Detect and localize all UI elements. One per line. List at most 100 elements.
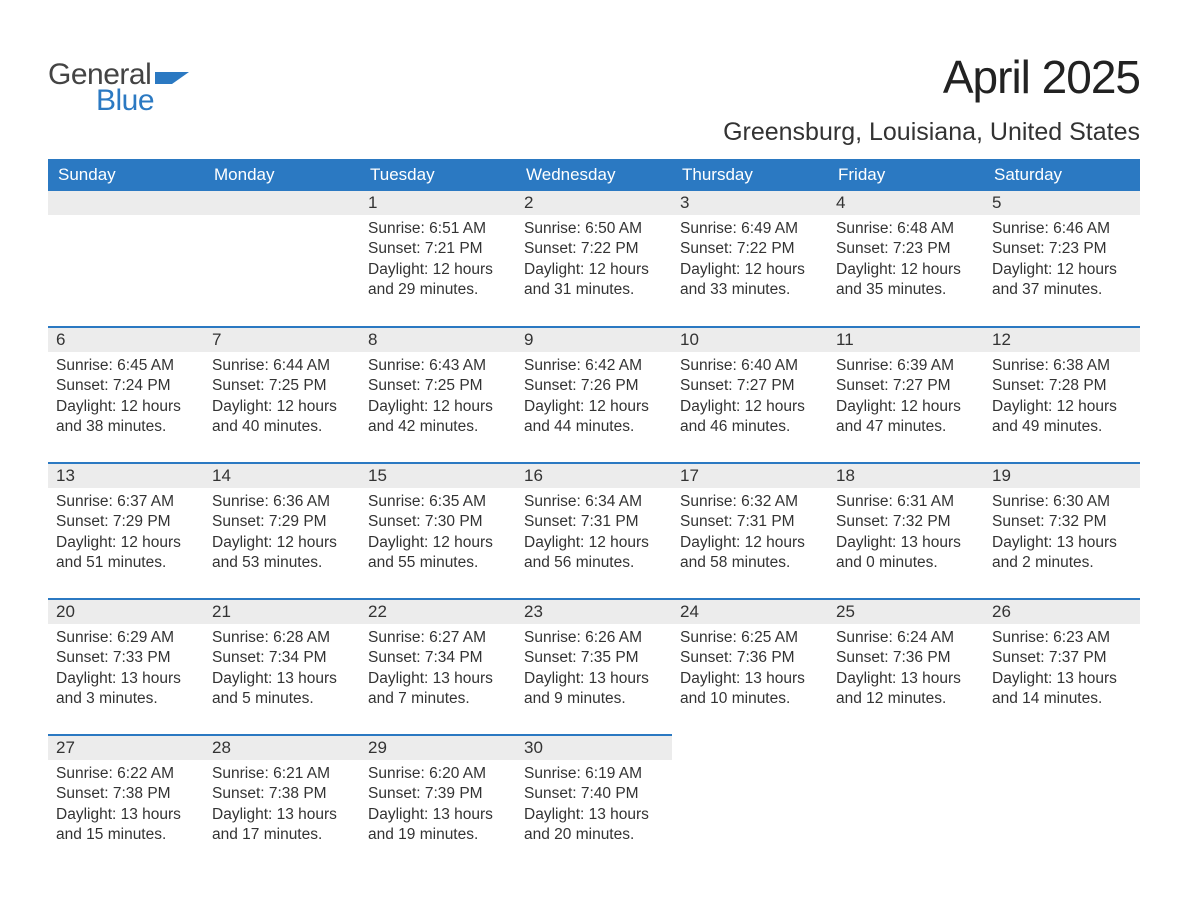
day-content: Sunrise: 6:39 AMSunset: 7:27 PMDaylight:… [828,352,984,444]
weekday-header: Friday [828,159,984,191]
day-content: Sunrise: 6:23 AMSunset: 7:37 PMDaylight:… [984,624,1140,716]
calendar-day-cell: 11Sunrise: 6:39 AMSunset: 7:27 PMDayligh… [828,327,984,463]
day-number [204,191,360,215]
day-number: 3 [672,191,828,215]
weekday-header: Saturday [984,159,1140,191]
sunrise-text: Sunrise: 6:36 AM [212,492,352,512]
sunset-text: Sunset: 7:31 PM [524,512,664,532]
day-number: 5 [984,191,1140,215]
day-number [48,191,204,215]
day-number: 27 [48,736,204,760]
daylight-text: Daylight: 13 hours and 7 minutes. [368,669,508,710]
daylight-text: Daylight: 13 hours and 19 minutes. [368,805,508,846]
daylight-text: Daylight: 12 hours and 51 minutes. [56,533,196,574]
daylight-text: Daylight: 12 hours and 46 minutes. [680,397,820,438]
sunrise-text: Sunrise: 6:39 AM [836,356,976,376]
sunrise-text: Sunrise: 6:23 AM [992,628,1132,648]
daylight-text: Daylight: 12 hours and 53 minutes. [212,533,352,574]
sunrise-text: Sunrise: 6:31 AM [836,492,976,512]
day-number: 7 [204,328,360,352]
daylight-text: Daylight: 13 hours and 15 minutes. [56,805,196,846]
calendar-week-row: 27Sunrise: 6:22 AMSunset: 7:38 PMDayligh… [48,735,1140,871]
title-block: April 2025 Greensburg, Louisiana, United… [723,50,1140,147]
day-number: 8 [360,328,516,352]
sunset-text: Sunset: 7:38 PM [56,784,196,804]
daylight-text: Daylight: 13 hours and 10 minutes. [680,669,820,710]
sunrise-text: Sunrise: 6:21 AM [212,764,352,784]
calendar-day-cell: 6Sunrise: 6:45 AMSunset: 7:24 PMDaylight… [48,327,204,463]
day-number: 18 [828,464,984,488]
sunset-text: Sunset: 7:34 PM [368,648,508,668]
sunset-text: Sunset: 7:29 PM [212,512,352,532]
calendar-week-row: 13Sunrise: 6:37 AMSunset: 7:29 PMDayligh… [48,463,1140,599]
calendar-day-cell [984,735,1140,871]
calendar-day-cell: 29Sunrise: 6:20 AMSunset: 7:39 PMDayligh… [360,735,516,871]
day-number: 22 [360,600,516,624]
day-content: Sunrise: 6:19 AMSunset: 7:40 PMDaylight:… [516,760,672,852]
day-number: 19 [984,464,1140,488]
logo-shape-icon [155,64,189,89]
sunrise-text: Sunrise: 6:20 AM [368,764,508,784]
sunset-text: Sunset: 7:22 PM [680,239,820,259]
calendar-day-cell: 28Sunrise: 6:21 AMSunset: 7:38 PMDayligh… [204,735,360,871]
day-number: 20 [48,600,204,624]
daylight-text: Daylight: 12 hours and 44 minutes. [524,397,664,438]
calendar-week-row: 1Sunrise: 6:51 AMSunset: 7:21 PMDaylight… [48,191,1140,327]
calendar-day-cell: 23Sunrise: 6:26 AMSunset: 7:35 PMDayligh… [516,599,672,735]
sunset-text: Sunset: 7:25 PM [212,376,352,396]
sunset-text: Sunset: 7:22 PM [524,239,664,259]
day-content: Sunrise: 6:29 AMSunset: 7:33 PMDaylight:… [48,624,204,716]
day-content: Sunrise: 6:37 AMSunset: 7:29 PMDaylight:… [48,488,204,580]
weekday-header: Sunday [48,159,204,191]
daylight-text: Daylight: 12 hours and 49 minutes. [992,397,1132,438]
logo-text-blue: Blue [96,84,189,118]
logo: General Blue [48,58,189,118]
day-content: Sunrise: 6:44 AMSunset: 7:25 PMDaylight:… [204,352,360,444]
daylight-text: Daylight: 13 hours and 12 minutes. [836,669,976,710]
calendar-day-cell: 1Sunrise: 6:51 AMSunset: 7:21 PMDaylight… [360,191,516,327]
day-number: 28 [204,736,360,760]
sunset-text: Sunset: 7:32 PM [992,512,1132,532]
daylight-text: Daylight: 13 hours and 5 minutes. [212,669,352,710]
day-content: Sunrise: 6:38 AMSunset: 7:28 PMDaylight:… [984,352,1140,444]
calendar-week-row: 20Sunrise: 6:29 AMSunset: 7:33 PMDayligh… [48,599,1140,735]
sunset-text: Sunset: 7:27 PM [836,376,976,396]
sunrise-text: Sunrise: 6:43 AM [368,356,508,376]
calendar-day-cell: 24Sunrise: 6:25 AMSunset: 7:36 PMDayligh… [672,599,828,735]
daylight-text: Daylight: 12 hours and 29 minutes. [368,260,508,301]
calendar-day-cell: 27Sunrise: 6:22 AMSunset: 7:38 PMDayligh… [48,735,204,871]
day-content: Sunrise: 6:22 AMSunset: 7:38 PMDaylight:… [48,760,204,852]
sunrise-text: Sunrise: 6:19 AM [524,764,664,784]
calendar-day-cell: 26Sunrise: 6:23 AMSunset: 7:37 PMDayligh… [984,599,1140,735]
day-content: Sunrise: 6:49 AMSunset: 7:22 PMDaylight:… [672,215,828,307]
sunset-text: Sunset: 7:32 PM [836,512,976,532]
calendar-day-cell: 5Sunrise: 6:46 AMSunset: 7:23 PMDaylight… [984,191,1140,327]
calendar-day-cell: 10Sunrise: 6:40 AMSunset: 7:27 PMDayligh… [672,327,828,463]
day-number [672,735,828,759]
daylight-text: Daylight: 12 hours and 58 minutes. [680,533,820,574]
day-number: 26 [984,600,1140,624]
daylight-text: Daylight: 13 hours and 0 minutes. [836,533,976,574]
daylight-text: Daylight: 12 hours and 42 minutes. [368,397,508,438]
day-number: 10 [672,328,828,352]
sunset-text: Sunset: 7:36 PM [836,648,976,668]
sunset-text: Sunset: 7:36 PM [680,648,820,668]
calendar-day-cell: 8Sunrise: 6:43 AMSunset: 7:25 PMDaylight… [360,327,516,463]
calendar-day-cell: 14 Sunrise: 6:36 AMSunset: 7:29 PMDayligh… [204,463,360,599]
day-content: Sunrise: 6:30 AMSunset: 7:32 PMDaylight:… [984,488,1140,580]
day-content: Sunrise: 6:35 AMSunset: 7:30 PMDaylight:… [360,488,516,580]
day-number: 11 [828,328,984,352]
sunrise-text: Sunrise: 6:35 AM [368,492,508,512]
day-number: 14 [204,464,360,488]
sunrise-text: Sunrise: 6:49 AM [680,219,820,239]
weekday-header: Wednesday [516,159,672,191]
calendar-day-cell: 15Sunrise: 6:35 AMSunset: 7:30 PMDayligh… [360,463,516,599]
calendar-day-cell: 25Sunrise: 6:24 AMSunset: 7:36 PMDayligh… [828,599,984,735]
day-number [984,735,1140,759]
day-number: 12 [984,328,1140,352]
sunrise-text: Sunrise: 6:27 AM [368,628,508,648]
day-content: Sunrise: 6:20 AMSunset: 7:39 PMDaylight:… [360,760,516,852]
calendar-day-cell: 17Sunrise: 6:32 AMSunset: 7:31 PMDayligh… [672,463,828,599]
sunset-text: Sunset: 7:40 PM [524,784,664,804]
sunrise-text: Sunrise: 6:40 AM [680,356,820,376]
